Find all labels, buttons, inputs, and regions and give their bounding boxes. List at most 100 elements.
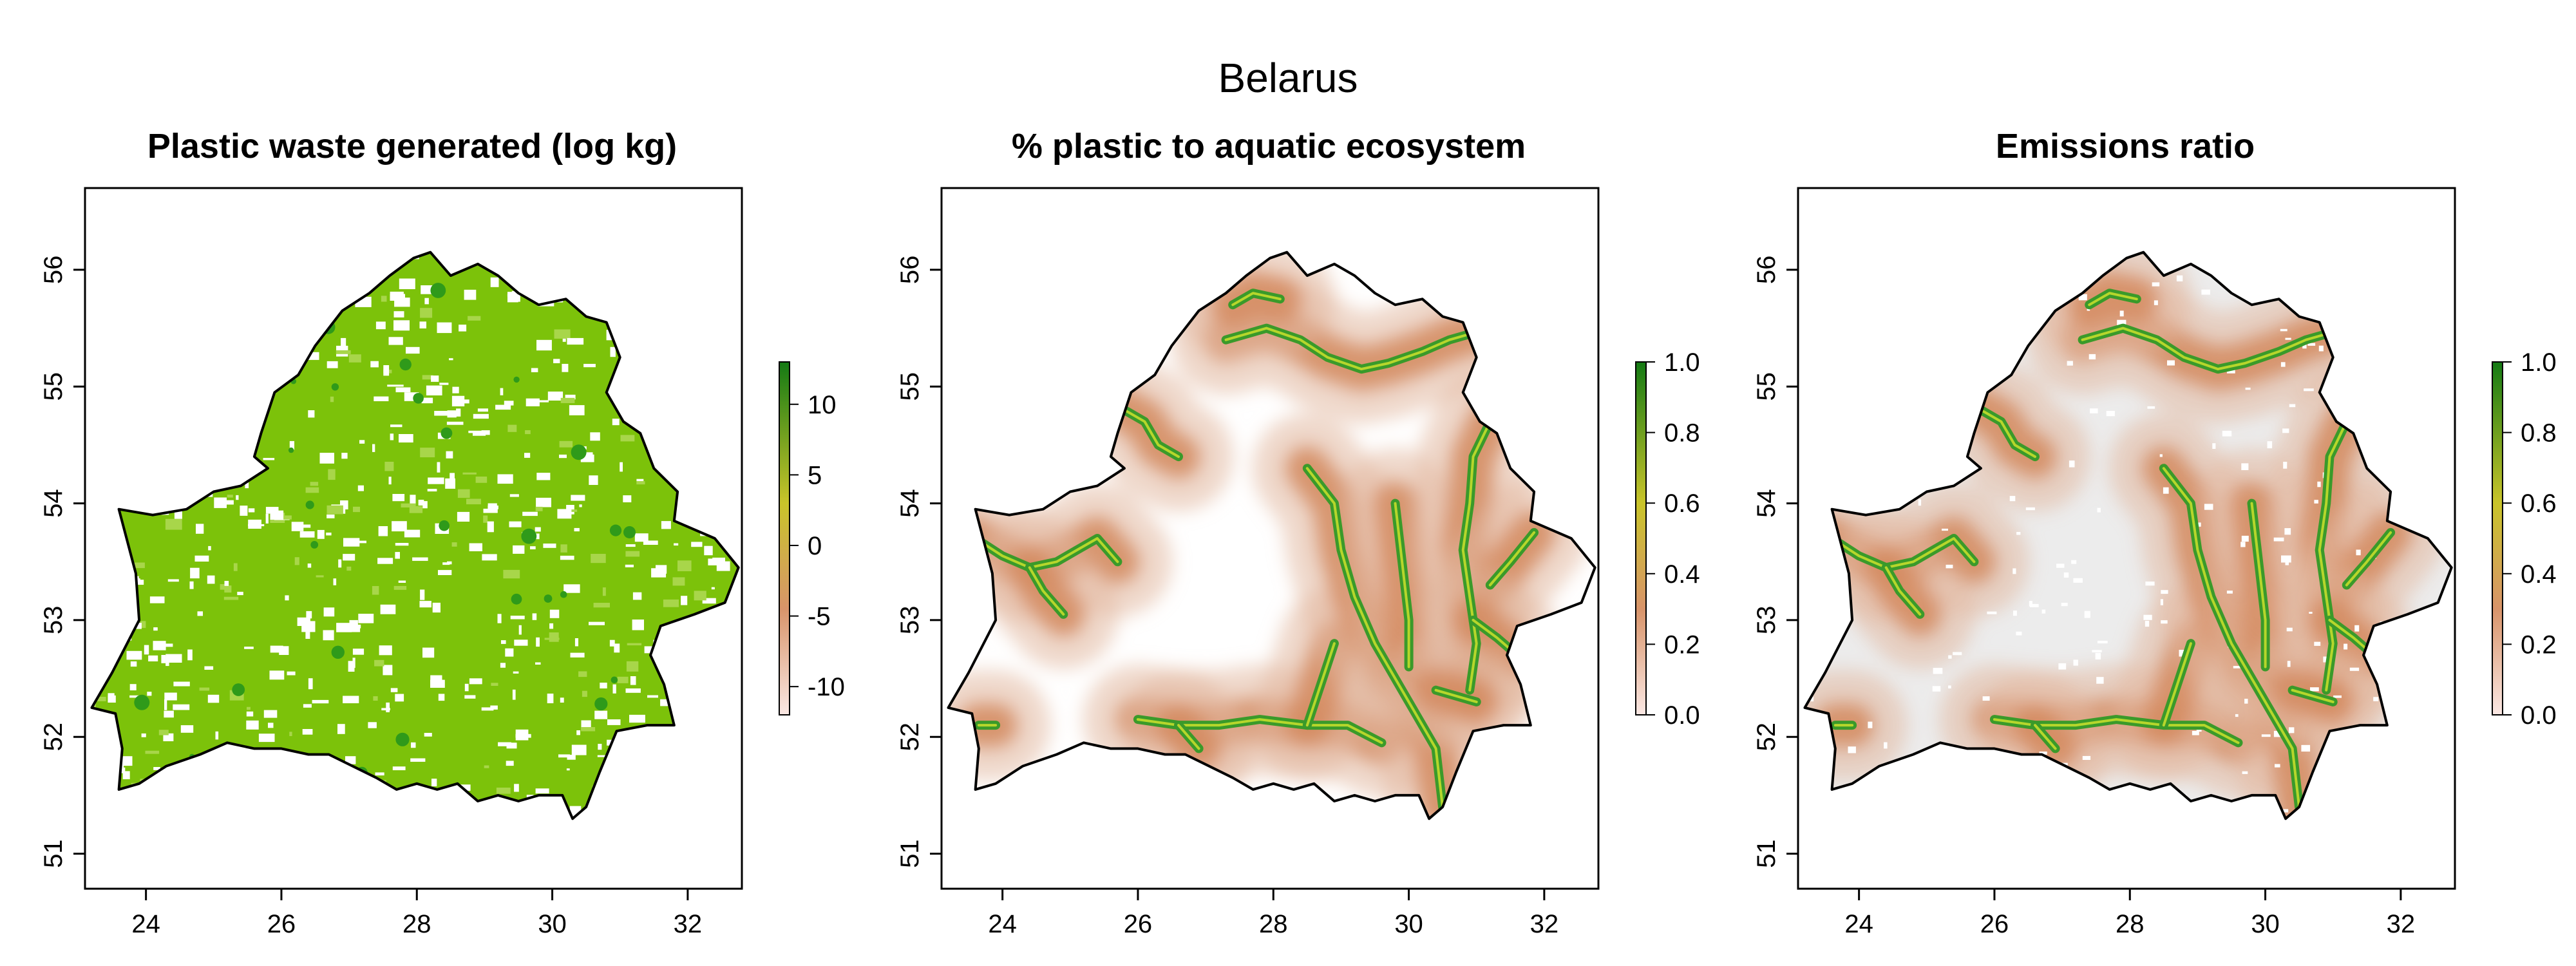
raster-cell [220, 584, 228, 590]
raster-cell [672, 577, 685, 586]
raster-cell [536, 473, 551, 480]
raster-cell [156, 825, 170, 828]
raster-cell [532, 613, 537, 620]
raster-cell [424, 868, 432, 878]
raster-cell [535, 788, 549, 794]
raster-cell [571, 744, 587, 755]
raster-cell [2398, 366, 2403, 370]
raster-cell [95, 263, 107, 272]
raster-cell [1877, 473, 1882, 478]
raster-cell [705, 663, 716, 671]
raster-cell [1868, 721, 1873, 728]
raster-cell [140, 334, 151, 339]
raster-cell [145, 750, 160, 754]
raster-cell [606, 310, 618, 321]
raster-cell [518, 213, 532, 217]
legend-colorbar [1635, 361, 1647, 715]
raster-cell [730, 258, 734, 261]
raster-cell [263, 710, 278, 718]
raster-cell [310, 541, 319, 549]
raster-cell [483, 508, 498, 513]
raster-cell [164, 692, 177, 701]
raster-cell [2088, 354, 2096, 360]
raster-cell [427, 489, 437, 492]
raster-cell [641, 338, 658, 341]
raster-cell [134, 270, 149, 281]
raster-cell [554, 199, 559, 204]
raster-cell [2405, 457, 2410, 463]
raster-cell [374, 396, 389, 401]
raster-cell [2167, 197, 2176, 200]
raster-cell [661, 252, 667, 254]
raster-cell [490, 277, 499, 287]
raster-cell [307, 281, 319, 286]
raster-cell [521, 528, 537, 544]
raster-cell [581, 727, 596, 732]
y-tick-label: 55 [39, 372, 68, 401]
raster-cell [118, 368, 130, 375]
raster-cell [2163, 487, 2169, 494]
raster-cell [2351, 347, 2359, 351]
raster-cell [2069, 460, 2075, 468]
raster-cell [692, 789, 703, 799]
raster-cell [164, 710, 174, 718]
raster-cell [409, 506, 423, 513]
raster-cell [218, 350, 222, 359]
raster-cell [2304, 826, 2314, 830]
raster-cell [2289, 727, 2295, 734]
river-core [2291, 688, 2334, 703]
raster-cell [554, 329, 571, 339]
raster-cell [213, 238, 220, 240]
raster-cell [205, 236, 213, 244]
raster-cell [2385, 285, 2389, 292]
raster-cell [426, 385, 442, 395]
raster-cell [569, 281, 578, 290]
raster-cell [1932, 686, 1941, 692]
raster-cell [175, 199, 186, 203]
raster-cell [399, 278, 415, 289]
raster-cell [128, 461, 138, 466]
raster-cell [2145, 621, 2150, 627]
raster-cell [178, 784, 187, 791]
raster-cell [2161, 590, 2168, 594]
y-tick-label: 55 [1752, 372, 1781, 401]
raster-cell [1855, 876, 1858, 882]
raster-cell [2002, 759, 2006, 764]
raster-cell [619, 340, 632, 350]
x-tick-label: 28 [402, 910, 431, 938]
raster-cell [2267, 441, 2273, 449]
raster-cell [2293, 226, 2298, 231]
raster-cell [412, 557, 428, 561]
raster-cell [348, 354, 361, 363]
raster-cell [2204, 504, 2213, 510]
raster-cell [680, 742, 694, 746]
raster-cell [432, 602, 440, 613]
raster-cell [430, 675, 442, 681]
raster-cell [2434, 365, 2441, 372]
raster-cell [390, 433, 394, 440]
raster-cell [123, 205, 130, 211]
raster-cell [129, 695, 144, 698]
raster-cell [301, 621, 316, 632]
raster-cell [1822, 838, 1826, 840]
raster-cell [204, 666, 214, 670]
raster-cell [572, 448, 578, 454]
raster-cell [2304, 388, 2314, 392]
raster-cell [153, 641, 166, 650]
raster-cell [2307, 343, 2316, 346]
raster-cell [696, 829, 701, 838]
raster-cell [211, 325, 216, 329]
raster-cell [592, 220, 596, 223]
raster-cell [261, 247, 268, 252]
raster-cell [677, 560, 692, 571]
raster-cell [110, 614, 123, 621]
raster-cell [278, 515, 292, 520]
raster-cell [2241, 535, 2249, 542]
raster-cell [2071, 560, 2077, 564]
raster-cell [1923, 457, 1929, 461]
raster-cell [2276, 831, 2284, 834]
raster-cell [1982, 696, 1990, 701]
raster-cell [2286, 627, 2293, 632]
raster-cell [406, 346, 420, 354]
raster-cell [591, 844, 604, 849]
